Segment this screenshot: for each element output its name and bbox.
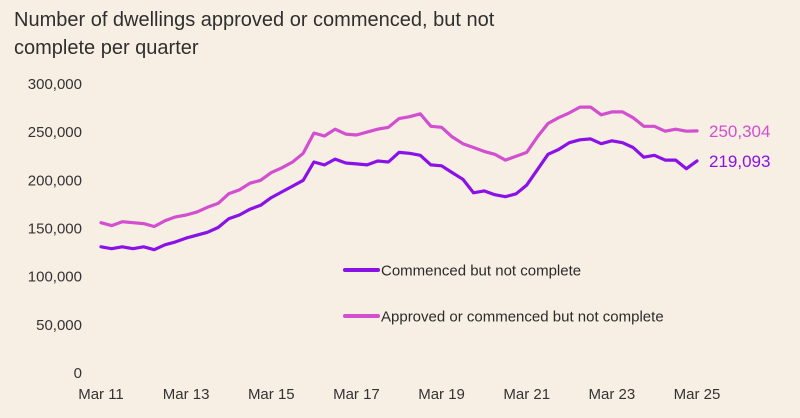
y-tick-label: 100,000 [28, 269, 82, 286]
y-tick-label: 300,000 [28, 76, 82, 93]
y-tick-label: 150,000 [28, 221, 82, 238]
chart-title: Number of dwellings approved or commence… [14, 9, 495, 59]
x-tick-label: Mar 15 [248, 386, 295, 403]
x-tick-label: Mar 13 [163, 386, 210, 403]
x-tick-label: Mar 23 [589, 386, 636, 403]
y-tick-label: 250,000 [28, 124, 82, 141]
legend-label: Approved or commenced but not complete [381, 309, 664, 326]
x-tick-label: Mar 11 [78, 386, 124, 403]
end-value-label: 219,093 [709, 152, 770, 171]
y-tick-label: 200,000 [28, 172, 82, 189]
y-tick-label: 50,000 [36, 317, 82, 334]
end-value-label: 250,304 [709, 122, 770, 141]
series-line-approved [99, 105, 699, 229]
x-tick-label: Mar 25 [674, 386, 721, 403]
legend-label: Commenced but not complete [381, 263, 581, 280]
x-tick-label: Mar 19 [418, 386, 465, 403]
x-tick-label: Mar 17 [333, 386, 380, 403]
y-tick-label: 0 [74, 365, 82, 382]
x-tick-label: Mar 21 [503, 386, 550, 403]
series-line-commenced [99, 137, 699, 252]
